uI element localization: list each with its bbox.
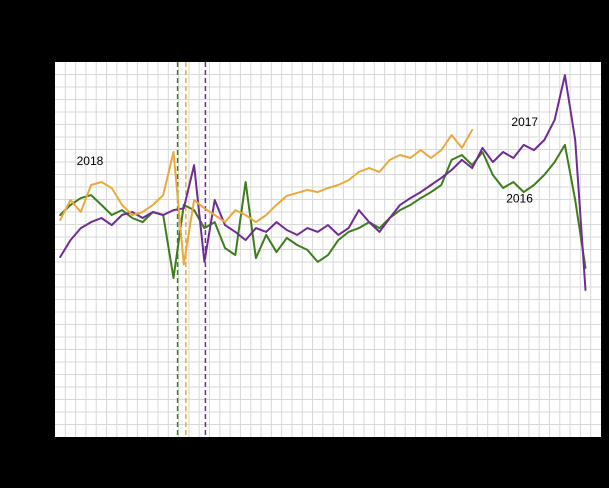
series-label-2016: 2016: [506, 192, 533, 206]
series-line-2018: [59, 128, 474, 266]
series-lines: [59, 74, 587, 291]
gridlines: [55, 62, 601, 437]
series-labels: 2018 2017 2016: [77, 115, 539, 206]
series-label-2018: 2018: [77, 154, 104, 168]
series-line-2017: [59, 74, 587, 291]
series-label-2017: 2017: [511, 115, 538, 129]
series-line-2016: [59, 143, 587, 279]
